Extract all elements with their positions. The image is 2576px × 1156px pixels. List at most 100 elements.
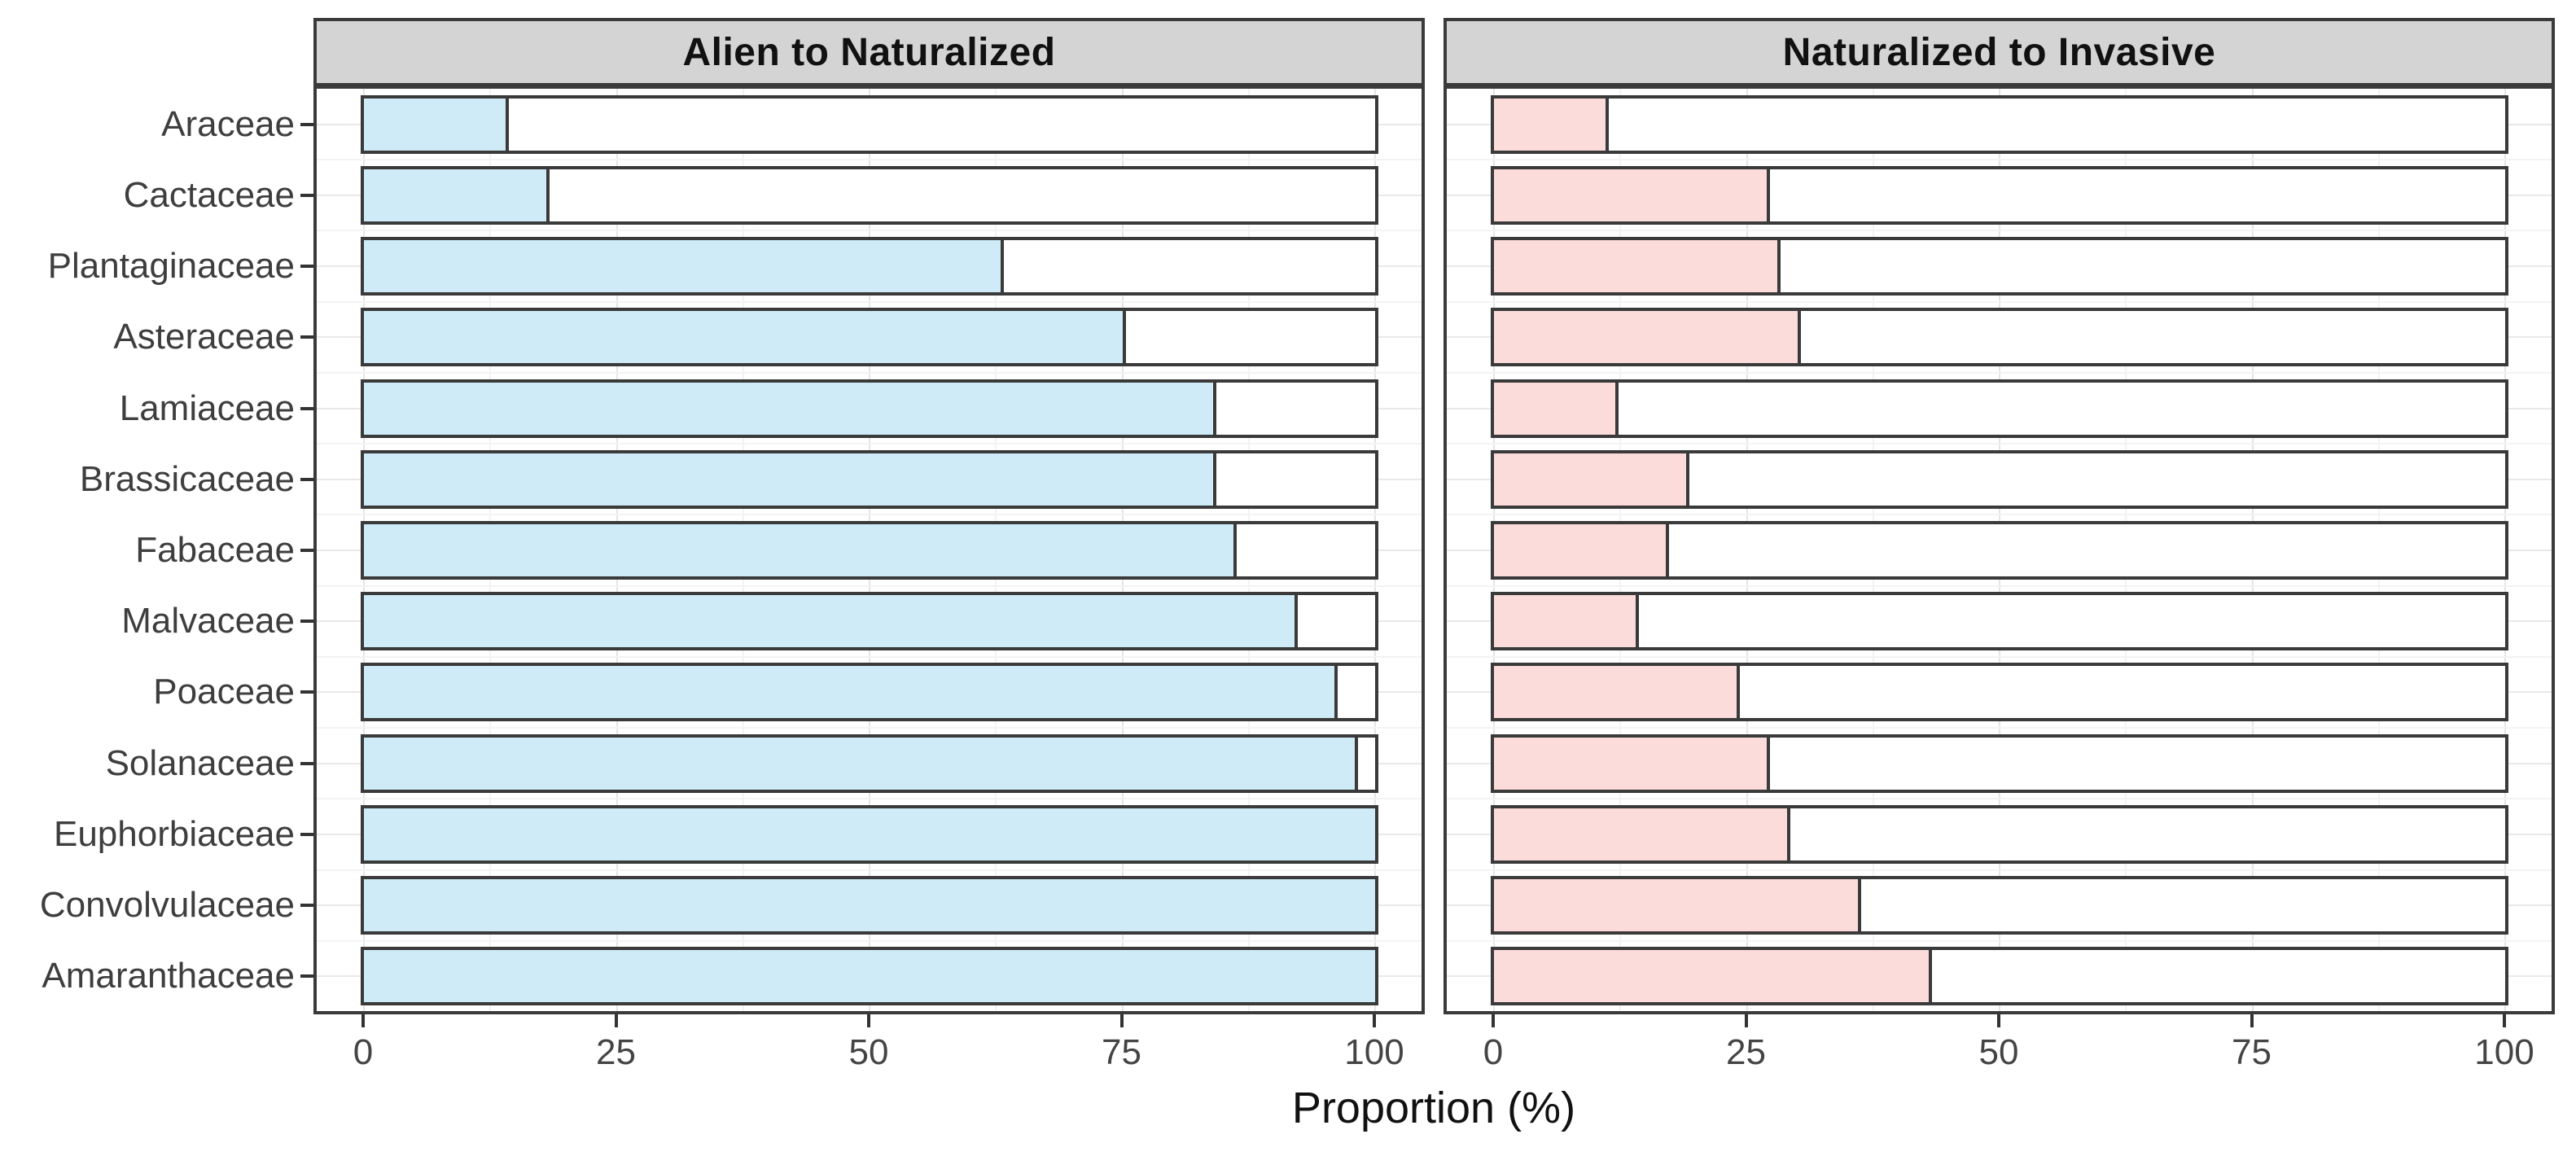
x-axis-tick [361,1014,365,1027]
y-axis-label: Euphorbiaceae [53,813,295,854]
gridline-minor-horizontal [1447,869,2552,871]
bar-fill [361,804,1378,864]
x-axis-tick [2503,1014,2506,1027]
bar-track [1491,94,2508,154]
facet-panel-naturalized-to-invasive: Naturalized to Invasive [1444,18,2555,1014]
bar-track [1491,592,2508,651]
bar-fill [1491,733,1771,793]
bar-fill [361,733,1359,793]
facet-strip: Alien to Naturalized [313,18,1425,86]
gridline-minor-horizontal [1447,798,2552,800]
y-axis-label: Brassicaceae [79,458,295,499]
gridline-minor-horizontal [317,798,1422,800]
gridline-minor-horizontal [1447,514,2552,516]
bar-fill [1491,165,1771,225]
x-axis-title: Proportion (%) [1291,1084,1576,1132]
y-axis-tick [300,406,313,410]
bar-fill [1491,663,1741,722]
x-axis-tick-label: 50 [848,1032,889,1072]
gridline-minor-horizontal [317,159,1422,161]
x-axis-tick-label: 75 [1102,1032,1141,1072]
bar-fill [361,663,1338,722]
y-axis-tick [300,761,313,765]
x-axis-tick [1492,1014,1495,1027]
gridline-minor-horizontal [317,869,1422,871]
facet-panel-alien-to-naturalized: Alien to Naturalized [313,18,1425,1014]
facet-title: Naturalized to Invasive [1782,30,2216,74]
plot-area-naturalized-to-invasive [1444,86,2555,1014]
y-axis-label: Lamiaceae [119,388,295,428]
gridline-minor-horizontal [1447,300,2552,303]
y-axis-tick [300,620,313,624]
bar-fill [1491,521,1670,580]
gridline-minor-horizontal [1447,655,2552,658]
y-axis-tick [300,193,313,197]
x-axis-tick [1119,1014,1124,1027]
x-axis-tick-label: 25 [596,1032,636,1072]
x-axis-tick-label: 100 [1344,1032,1404,1072]
bar-fill [361,237,1005,296]
gridline-minor-horizontal [1447,939,2552,942]
bar-track [361,94,1378,154]
facet-title: Alien to Naturalized [682,30,1056,74]
bar-fill [361,94,509,154]
x-axis-tick [1744,1014,1748,1027]
gridline-minor-horizontal [1447,371,2552,374]
gridline-minor-horizontal [1447,443,2552,445]
bar-fill [1491,804,1791,864]
gridline-minor-horizontal [1447,230,2552,232]
y-axis-label: Amaranthaceae [42,956,295,996]
y-axis-label: Fabaceae [135,530,295,570]
gridline-minor-horizontal [317,585,1422,587]
x-axis-tick [2250,1014,2254,1027]
x-axis-tick [867,1014,870,1027]
y-axis-label: Araceae [161,103,295,144]
y-axis-tick [300,122,313,126]
bar-fill [1491,592,1639,651]
bar-fill [361,521,1238,580]
gridline-minor-horizontal [317,939,1422,942]
bar-fill [361,379,1217,438]
gridline-minor-horizontal [317,727,1422,729]
bar-fill [361,449,1217,509]
x-axis-tick [1373,1014,1376,1027]
gridline-minor-horizontal [317,300,1422,303]
bar-fill [361,165,550,225]
y-axis-tick [300,549,313,552]
gridline-minor-horizontal [317,655,1422,658]
plot-area-alien-to-naturalized [313,86,1425,1014]
y-axis-label: Plantaginaceae [47,246,295,287]
gridline-minor-horizontal [317,514,1422,516]
gridline-minor-horizontal [317,443,1422,445]
bar-fill [1491,947,1933,1006]
x-axis-tick [1997,1014,2000,1027]
y-axis-tick [300,974,313,979]
x-axis-tick-label: 75 [2232,1032,2272,1072]
y-axis-tick [300,690,313,694]
gridline-minor-horizontal [317,371,1422,374]
y-axis-label: Asteraceae [113,317,295,357]
y-axis-label: Convolvulaceae [39,885,295,926]
bar-fill [361,592,1298,651]
x-axis-tick-label: 25 [1726,1032,1766,1072]
y-axis-label: Cactaceae [123,174,295,215]
y-axis: Araceae Cactaceae Plantaginaceae Asteraceae… [0,0,318,1156]
bar-fill [361,947,1378,1006]
y-axis-tick [300,335,313,339]
x-axis-tick-label: 0 [353,1032,374,1072]
bar-fill [1491,876,1862,935]
gridline-minor-horizontal [317,230,1422,232]
y-axis-tick [300,477,313,481]
x-axis-tick-label: 50 [1978,1032,2019,1072]
gridline-minor-horizontal [1447,585,2552,587]
bar-fill [1491,94,1609,154]
y-axis-tick [300,832,313,836]
y-axis-label: Solanaceae [105,742,295,783]
x-axis-tick [614,1014,618,1027]
x-axis-tick-label: 100 [2474,1032,2534,1072]
gridline-minor-horizontal [1447,159,2552,161]
bar-fill [361,876,1378,935]
bar-fill [1491,379,1619,438]
bar-fill [1491,237,1781,296]
